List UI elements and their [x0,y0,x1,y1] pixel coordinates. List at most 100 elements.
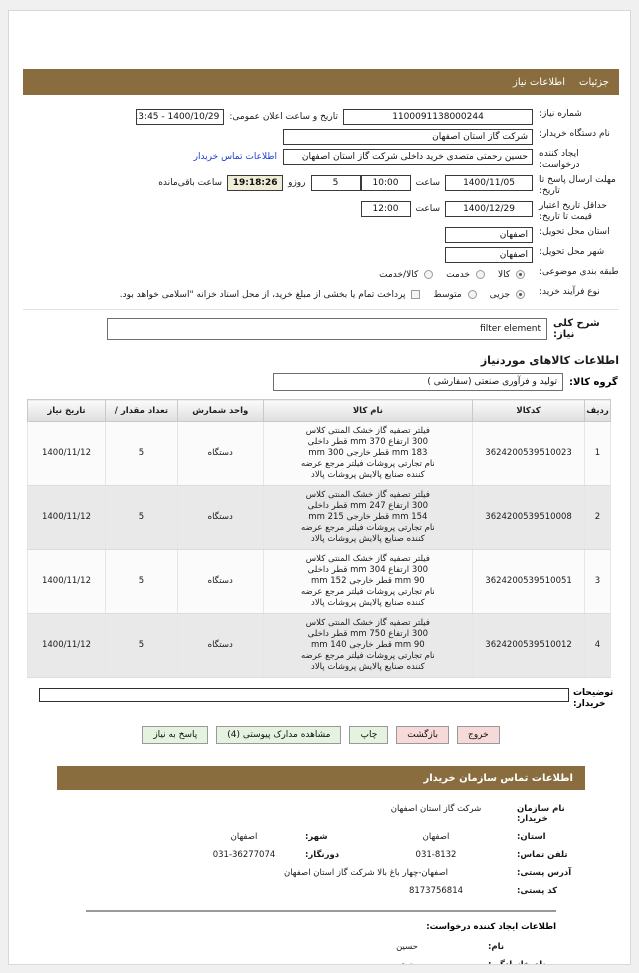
table-row[interactable]: 4 3624200539510012 فیلتر تصفیه گاز خشک ا… [27,613,611,678]
days-word-label: روزو [288,178,306,188]
cell-name: فیلتر تصفیه گاز خشک المنتی کلاس 300 ارتف… [262,485,474,550]
contact-province-label: استان: [517,832,546,842]
creator-info-heading: اطلاعات ایجاد کننده درخواست: [426,922,556,932]
exit-button[interactable]: خروج [457,726,500,744]
radio-minor-wrap[interactable]: جزیی [485,287,533,303]
buyer-contact-link[interactable]: اطلاعات تماس خریدار [193,152,277,162]
cell-need-date: 1400/11/12 [27,613,106,678]
contact-section-header: اطلاعات تماس سازمان خریدار [57,766,585,790]
name-line-5: کننده صنایع پالایش پروشات پالاد [311,470,425,480]
contact-row-province: استان: اصفهان شهر: اصفهان [57,832,585,842]
creator-info-block: اطلاعات ایجاد کننده درخواست: نام: حسین ن… [86,922,556,965]
col-code: کدکالا [472,399,586,422]
name-line-5: کننده صنایع پالایش پروشات پالاد [311,598,425,608]
radio-goods-label: کالا [497,270,511,280]
goods-table: ردیف کدکالا نام کالا واحد شمارش تعداد مق… [27,399,611,678]
remaining-days-field[interactable]: 5 [310,175,361,191]
need-number-label: شماره نیاز: [539,109,582,119]
buyer-notes-field[interactable] [39,688,569,702]
contact-county-label: شهر: [305,832,328,842]
cell-name: فیلتر تصفیه گاز خشک المنتی کلاس 300 ارتف… [262,549,474,614]
name-line-4: نام تجارتی پروشات فیلتر مرجع عرضه [300,587,435,597]
validity-time-field[interactable]: 12:00 [360,201,411,217]
deadline-time-field[interactable]: 10:00 [360,175,411,191]
action-button-row: خروج بازگشت چاپ مشاهده مدارک پیوستی (4) … [23,726,619,744]
creator-last-name-label: نام خانوادگی: [488,960,546,965]
cell-need-date: 1400/11/12 [27,549,106,614]
table-row[interactable]: 2 3624200539510008 فیلتر تصفیه گاز خشک ا… [27,485,611,550]
contact-details: نام سازمان خریدار: شرکت گاز استان اصفهان… [57,804,585,896]
cell-unit: دستگاه [176,613,264,678]
buyer-org-field[interactable]: شرکت گاز استان اصفهان [283,129,533,145]
name-line-3: 90 mm قطر خارجی 140 mm [311,640,425,650]
row-process-type: نوع فرآیند خرید: جزیی متوسط پرداخت تمام … [23,287,619,303]
cell-unit: دستگاه [176,421,264,486]
summary-field[interactable]: filter element [107,318,547,340]
row-goods-group: گروه کالا: تولید و فرآوری صنعتی (سفارشی … [23,373,619,391]
name-line-1: فیلتر تصفیه گاز خشک المنتی کلاس [305,554,430,564]
radio-goods-service-label: کالا/خدمت [379,270,419,280]
radio-service-icon[interactable] [475,270,485,279]
summary-label: شرح کلی نیاز: [553,318,600,340]
deadline-date-field[interactable]: 1400/11/05 [445,175,533,191]
validity-date-field[interactable]: 1400/12/29 [445,201,533,217]
goods-group-label: گروه کالا: [569,376,618,388]
contact-row-postcode: کد پستی: 8173756814 [57,886,585,896]
cell-code: 3624200539510051 [472,549,586,614]
table-row[interactable]: 1 3624200539510023 فیلتر تصفیه گاز خشک ا… [27,421,611,486]
row-city: شهر محل تحویل: اصفهان [23,247,619,263]
cell-qty: 5 [104,613,178,678]
treasury-checkbox[interactable] [411,290,421,299]
radio-medium-wrap[interactable]: متوسط [428,287,484,303]
contact-row-address: آدرس پستی: اصفهان-چهار باغ بالا شرکت گاز… [57,868,585,878]
radio-minor-icon[interactable] [516,290,525,299]
tab-details[interactable]: جزئیات [579,76,609,88]
name-line-1: فیلتر تصفیه گاز خشک المنتی کلاس [305,618,430,628]
announce-datetime-field[interactable]: 1400/10/29 - 13:45 [136,109,225,125]
contact-row-org: نام سازمان خریدار: شرکت گاز استان اصفهان [57,804,585,824]
cell-unit: دستگاه [176,485,264,550]
city-label: شهر محل تحویل: [539,247,605,257]
radio-minor-label: جزیی [489,290,511,300]
page-container: جزئیات اطلاعات نیاز شماره نیاز: 11000911… [8,10,631,965]
table-row[interactable]: 3 3624200539510051 فیلتر تصفیه گاز خشک ا… [27,549,611,614]
cell-index: 4 [584,613,611,678]
creator-first-name-value: حسین [396,942,418,952]
cell-index: 1 [584,421,611,486]
radio-goods-icon[interactable] [516,270,525,279]
radio-medium-label: متوسط [433,290,462,300]
goods-group-field[interactable]: تولید و فرآوری صنعتی (سفارشی ) [273,373,563,391]
need-number-field[interactable]: 1100091138000244 [343,109,533,125]
need-info-form: شماره نیاز: 1100091138000244 تاریخ و ساع… [23,103,619,965]
respond-button[interactable]: پاسخ به نیاز [142,726,209,744]
radio-goods-wrap[interactable]: کالا [493,267,533,283]
radio-goods-service-wrap[interactable]: کالا/خدمت [374,267,441,283]
contact-phone-value: 031-8132 [415,850,457,860]
contact-fax-value: 031-36277074 [212,850,276,860]
radio-goods-service-icon[interactable] [424,270,434,279]
goods-table-body: 1 3624200539510023 فیلتر تصفیه گاز خشک ا… [27,421,611,678]
treasury-note-wrap[interactable]: پرداخت تمام یا بخشی از مبلغ خرید، از محل… [115,287,429,303]
creator-last-name-value: رحمتی [395,960,419,965]
cell-code: 3624200539510023 [472,421,586,486]
tab-need-info[interactable]: اطلاعات نیاز [513,76,566,88]
back-button[interactable]: بازگشت [396,726,450,744]
goods-section-heading: اطلاعات کالاهای موردنیاز [480,354,619,367]
creator-row-first-name: نام: حسین [86,942,556,952]
print-button[interactable]: چاپ [349,726,389,744]
col-unit: واحد شمارش [176,399,264,422]
city-field[interactable]: اصفهان [445,247,533,263]
radio-service-wrap[interactable]: خدمت [441,267,493,283]
cell-qty: 5 [104,421,178,486]
name-line-2: 300 ارتفاع 750 mm قطر داخلی [307,629,429,639]
attachments-button[interactable]: مشاهده مدارک پیوستی (4) [216,726,342,744]
contact-postcode-label: کد پستی: [517,886,558,896]
province-field[interactable]: اصفهان [445,227,533,243]
creator-label: ایجاد کننده درخواست: [539,149,580,170]
divider-1 [23,309,619,310]
radio-medium-icon[interactable] [467,290,477,299]
row-creator: ایجاد کننده درخواست: حسین رحمتی متصدی خر… [23,149,619,171]
creator-field[interactable]: حسین رحمتی متصدی خرید داخلی شرکت گاز است… [283,149,533,165]
name-line-5: کننده صنایع پالایش پروشات پالاد [311,534,425,544]
goods-header-row: ردیف کدکالا نام کالا واحد شمارش تعداد مق… [27,399,611,422]
